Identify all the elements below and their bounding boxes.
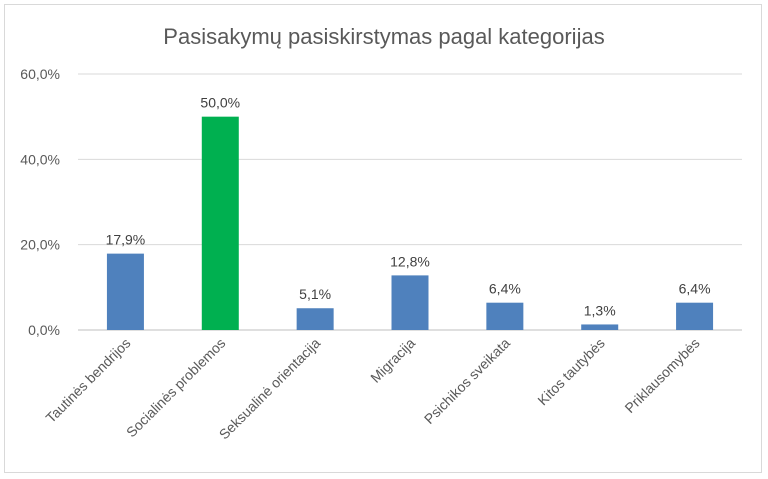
data-label: 12,8% — [390, 253, 430, 269]
bar — [676, 302, 714, 330]
bar — [391, 275, 429, 330]
x-tick-label: Psichikos sveikata — [421, 335, 513, 427]
bar — [486, 302, 524, 330]
data-label: 5,1% — [299, 286, 331, 302]
chart-frame — [4, 4, 762, 473]
data-labels: 17,9% 50,0% 5,1% 12,8% 6,4% 1,3% 6,4% — [106, 95, 711, 319]
data-label: 6,4% — [489, 281, 521, 297]
y-tick-label: 20,0% — [20, 237, 60, 253]
x-tick-label: Tautinės bendrijos — [42, 335, 133, 426]
x-tick-label: Priklausomybės — [621, 335, 702, 416]
x-tick-label: Kitos tautybės — [534, 335, 607, 408]
data-label: 50,0% — [200, 95, 240, 111]
y-tick-label: 60,0% — [20, 66, 60, 82]
bar — [201, 116, 239, 331]
x-tick-label: Seksualinė orientacija — [216, 335, 324, 443]
y-tick-label: 40,0% — [20, 151, 60, 167]
y-tick-label: 0,0% — [28, 322, 60, 338]
bar — [296, 308, 334, 330]
data-label: 17,9% — [106, 232, 146, 248]
data-label: 6,4% — [679, 281, 711, 297]
y-axis-ticks: 0,0% 20,0% 40,0% 60,0% — [20, 66, 60, 338]
x-tick-label: Migracija — [367, 335, 418, 386]
data-label: 1,3% — [584, 302, 616, 318]
x-tick-label: Socialinės problemos — [123, 335, 228, 440]
chart-title: Pasisakymų pasiskirstymas pagal kategori… — [163, 24, 604, 49]
bars — [106, 116, 714, 331]
bar — [581, 324, 619, 330]
bar — [106, 253, 144, 330]
